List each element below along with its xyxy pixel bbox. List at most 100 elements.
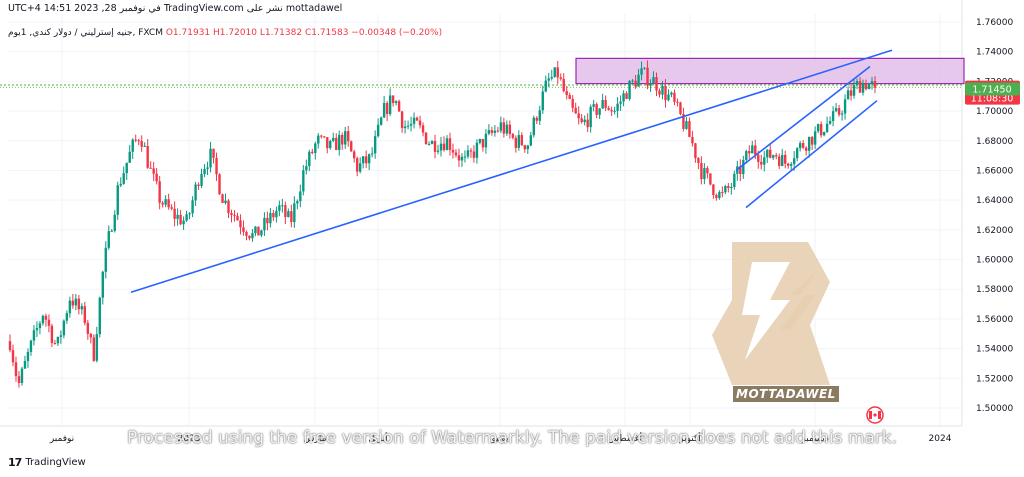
candle-body bbox=[715, 195, 718, 199]
candle-body bbox=[822, 131, 826, 136]
candle-body bbox=[852, 85, 856, 96]
candle-body bbox=[460, 156, 464, 161]
candle-body bbox=[523, 145, 527, 150]
candle-body bbox=[457, 155, 461, 161]
candle-body bbox=[517, 135, 521, 148]
candle-body bbox=[810, 136, 814, 145]
x-tick-label: 2023 bbox=[178, 434, 201, 444]
candle-body bbox=[251, 233, 254, 239]
candle-body bbox=[760, 161, 763, 165]
candle-body bbox=[469, 150, 473, 152]
candle-body bbox=[589, 106, 592, 128]
candle-body bbox=[751, 145, 754, 154]
candle-body bbox=[520, 135, 524, 146]
candle-body bbox=[436, 150, 440, 152]
candle-body bbox=[158, 181, 161, 203]
candle-body bbox=[508, 124, 512, 135]
candle-body bbox=[505, 124, 509, 134]
candle-body bbox=[577, 113, 580, 119]
candle-body bbox=[643, 67, 646, 69]
y-tick-label: 1.60000 bbox=[976, 256, 1013, 266]
canada-flag-icon bbox=[866, 406, 884, 424]
candle-body bbox=[622, 93, 625, 102]
candle-body bbox=[134, 139, 137, 141]
candle-body bbox=[164, 199, 167, 205]
candle-body bbox=[424, 132, 428, 145]
price-labels: 1.7158311:08:301.71450 bbox=[965, 80, 1020, 105]
candle-body bbox=[412, 117, 416, 124]
candle-body bbox=[778, 156, 781, 166]
candle-body bbox=[748, 151, 751, 154]
watermark-text: Processed using the free version of Wate… bbox=[126, 428, 898, 448]
candle-body bbox=[619, 101, 622, 104]
candle-body bbox=[870, 81, 874, 84]
candle-body bbox=[463, 156, 467, 158]
candle-body bbox=[65, 313, 69, 321]
candle-body bbox=[329, 140, 332, 149]
candle-body bbox=[628, 80, 631, 99]
candle-body bbox=[676, 101, 679, 103]
candle-body bbox=[649, 83, 652, 86]
candle-body bbox=[550, 76, 553, 79]
countdown-label: 11:08:30 bbox=[971, 94, 1014, 105]
candle-body bbox=[631, 80, 634, 82]
publish-info: mottadawel نشر على TradingView.com في نو… bbox=[8, 3, 343, 14]
candle-body bbox=[257, 226, 260, 236]
candle-body bbox=[478, 139, 482, 143]
candle-body bbox=[742, 160, 745, 175]
candle-body bbox=[284, 205, 287, 217]
candle-body bbox=[347, 131, 350, 142]
candle-body bbox=[104, 247, 107, 272]
candle-body bbox=[379, 117, 383, 125]
candle-body bbox=[604, 100, 607, 108]
candle-body bbox=[807, 136, 811, 151]
tradingview-brand[interactable]: TradingView bbox=[25, 457, 86, 468]
candle-body bbox=[361, 156, 365, 164]
candle-body bbox=[326, 137, 329, 149]
candle-body bbox=[56, 336, 60, 344]
candle-body bbox=[712, 184, 715, 196]
y-tick-label: 1.56000 bbox=[976, 315, 1013, 325]
trendlines bbox=[130, 49, 893, 293]
candle-body bbox=[547, 78, 550, 81]
candle-body bbox=[861, 83, 865, 93]
candle-body bbox=[149, 167, 152, 169]
candle-body bbox=[679, 102, 682, 115]
candle-body bbox=[694, 143, 697, 159]
footer: 17 TradingView bbox=[8, 456, 86, 469]
candle-body bbox=[562, 78, 565, 92]
candle-body bbox=[215, 157, 218, 175]
candle-body bbox=[490, 130, 494, 133]
candle-body bbox=[487, 130, 491, 134]
candle-body bbox=[709, 173, 712, 185]
candle-body bbox=[397, 101, 401, 112]
candle-body bbox=[721, 192, 724, 194]
candle-body bbox=[442, 143, 446, 151]
y-tick-label: 1.66000 bbox=[976, 166, 1013, 176]
candle-body bbox=[532, 117, 535, 136]
candle-body bbox=[499, 122, 503, 131]
candle-body bbox=[341, 134, 344, 145]
candle-body bbox=[484, 133, 488, 148]
candle-body bbox=[481, 139, 485, 148]
candle-body bbox=[840, 113, 844, 115]
candle-body bbox=[795, 148, 799, 159]
symbol-name[interactable]: جنيه إسترليني / دولار كندي, 1يوم, FXCM bbox=[8, 28, 163, 38]
candle-body bbox=[50, 325, 54, 343]
candle-body bbox=[825, 123, 829, 132]
candle-body bbox=[170, 207, 173, 209]
y-tick-label: 1.68000 bbox=[976, 137, 1013, 147]
candle-body bbox=[23, 361, 27, 369]
candle-body bbox=[757, 154, 760, 162]
candle-body bbox=[706, 168, 709, 174]
candle-body bbox=[344, 131, 347, 145]
ohlc-values: O1.71931 H1.72010 L1.71382 C1.71583 −0.0… bbox=[165, 28, 443, 38]
candle-body bbox=[140, 141, 143, 147]
candle-body bbox=[335, 137, 338, 151]
candle-body bbox=[107, 231, 110, 248]
candle-body bbox=[448, 138, 452, 150]
x-tick-label: ديسمبر bbox=[800, 434, 828, 444]
candle-body bbox=[230, 213, 233, 216]
candle-body bbox=[655, 77, 658, 91]
